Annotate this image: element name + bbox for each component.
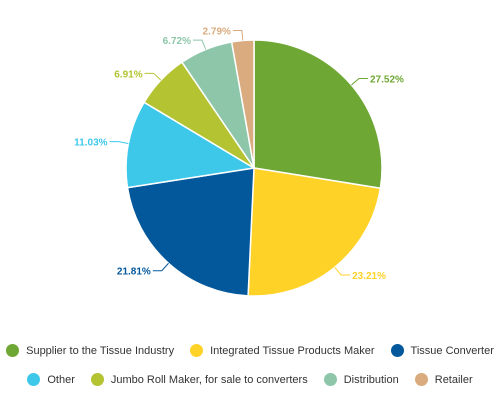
legend-item-jumbo-roll-maker-for-sale-to-converters[interactable]: Jumbo Roll Maker, for sale to converters — [90, 373, 308, 386]
legend-swatch — [323, 373, 337, 386]
legend-swatch — [6, 344, 20, 357]
data-label-jumbo-roll-maker-for-sale-to-converters: 6.91% — [114, 69, 142, 80]
data-label-retailer: 2.79% — [203, 27, 231, 38]
legend-item-distribution[interactable]: Distribution — [323, 373, 399, 386]
legend-row-2: Other Jumbo Roll Maker, for sale to conve… — [0, 373, 500, 386]
legend-swatch — [190, 344, 204, 357]
data-label-supplier-to-the-tissue-industry: 27.52% — [370, 74, 404, 85]
legend-label: Tissue Converter — [410, 344, 494, 357]
legend-item-retailer[interactable]: Retailer — [414, 373, 473, 386]
legend-label: Jumbo Roll Maker, for sale to converters — [110, 373, 308, 386]
data-label-distribution: 6.72% — [163, 36, 191, 47]
pie-slice-retailer[interactable] — [230, 39, 255, 169]
legend-swatch — [414, 373, 428, 386]
pie-chart: 27.52% 23.21% 21.81% 11.03% 6.91% 6.72% 2.79% — [74, 27, 404, 297]
leader-line-other — [109, 141, 129, 145]
legend-label: Distribution — [343, 373, 399, 386]
data-label-other: 11.03% — [74, 138, 107, 149]
legend-swatch — [27, 373, 41, 386]
legend-item-integrated-tissue-products-maker[interactable]: Integrated Tissue Products Maker — [190, 344, 375, 357]
leader-line-tissue-converter — [152, 262, 169, 272]
pie-slice-other[interactable] — [125, 101, 257, 189]
legend-label: Supplier to the Tissue Industry — [26, 344, 175, 357]
data-label-integrated-tissue-products-maker: 23.21% — [352, 271, 386, 282]
legend-label: Retailer — [434, 373, 473, 386]
legend-item-tissue-converter[interactable]: Tissue Converter — [390, 344, 494, 357]
legend-item-supplier-to-the-tissue-industry[interactable]: Supplier to the Tissue Industry — [6, 344, 174, 357]
data-label-tissue-converter: 21.81% — [117, 267, 151, 278]
pie-slice-supplier-to-the-tissue-industry[interactable] — [253, 39, 383, 190]
pie-slice-tissue-converter[interactable] — [126, 167, 255, 297]
leader-line-retailer — [232, 30, 244, 41]
legend-swatch — [390, 344, 404, 357]
legend-swatch — [90, 373, 104, 386]
leader-line-jumbo-roll-maker-for-sale-to-converters — [144, 72, 162, 81]
legend-row-1: Supplier to the Tissue Industry Integrate… — [0, 344, 500, 357]
legend-label: Integrated Tissue Products Maker — [210, 344, 375, 357]
legend-item-other[interactable]: Other — [27, 373, 75, 386]
leader-line-distribution — [192, 39, 207, 50]
leader-line-supplier-to-the-tissue-industry — [351, 77, 368, 86]
legend-label: Other — [47, 373, 75, 386]
leader-line-integrated-tissue-products-maker — [334, 266, 351, 276]
